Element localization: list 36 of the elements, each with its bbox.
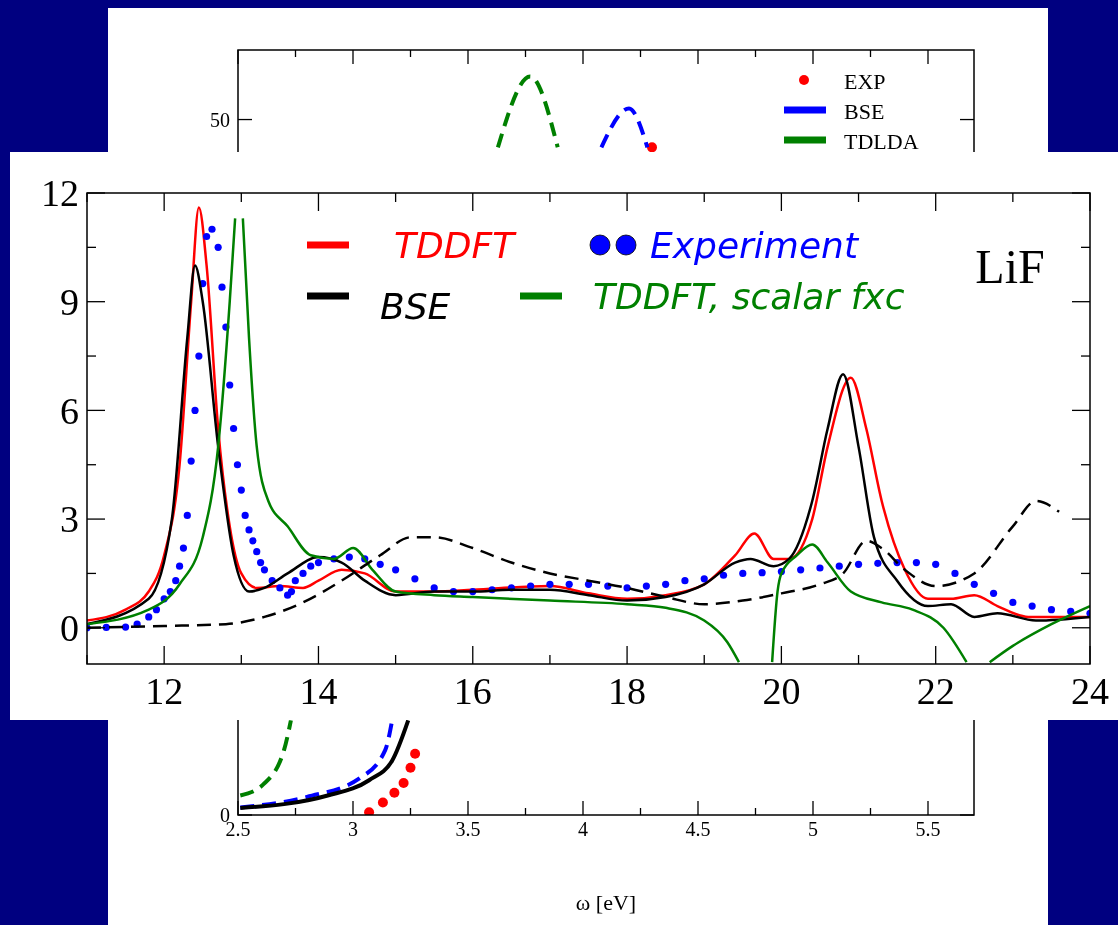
- x-tick-label: 3.5: [455, 818, 481, 840]
- annotation: LiF: [975, 240, 1045, 293]
- x-tick-label: 18: [608, 669, 647, 712]
- y-tick-label: 6: [60, 389, 79, 432]
- x-tick-label: 5.5: [915, 818, 941, 840]
- legend-label: BSE: [844, 99, 885, 124]
- y-tick-label: 0: [60, 607, 79, 650]
- y-tick-label: 9: [60, 280, 79, 323]
- point: [389, 787, 400, 798]
- x-tick-label: 4: [578, 818, 588, 840]
- y-tick-label: 3: [60, 498, 79, 541]
- legend-label: TDDFT: [394, 225, 518, 266]
- x-tick-label: 12: [145, 669, 184, 712]
- point: [647, 142, 657, 153]
- x-tick-label: 22: [916, 669, 955, 712]
- legend-label: TDDFT, scalar fxc: [593, 276, 905, 317]
- legend-label: Experiment: [650, 225, 860, 266]
- x-tick-label: 24: [1071, 669, 1109, 712]
- point: [410, 748, 421, 759]
- point: [364, 807, 375, 815]
- legend-label: EXP: [844, 69, 886, 94]
- y-tick-label: 12: [41, 172, 79, 215]
- point: [405, 762, 416, 773]
- legend-label: TDLDA: [844, 129, 919, 154]
- x-tick-label: 14: [299, 669, 338, 712]
- legend-label: BSE: [380, 286, 451, 327]
- x-tick-label: 4.5: [685, 818, 711, 840]
- x-tick-label: 20: [762, 669, 801, 712]
- point: [398, 778, 409, 789]
- x-tick-label: 3: [348, 818, 358, 840]
- y-tick-label: 50: [210, 108, 230, 131]
- point: [377, 797, 388, 808]
- x-tick-label: 5: [808, 818, 818, 840]
- line-series: [238, 718, 411, 811]
- x-tick-label: 16: [453, 669, 492, 712]
- x-axis-title: ω [eV]: [575, 890, 637, 915]
